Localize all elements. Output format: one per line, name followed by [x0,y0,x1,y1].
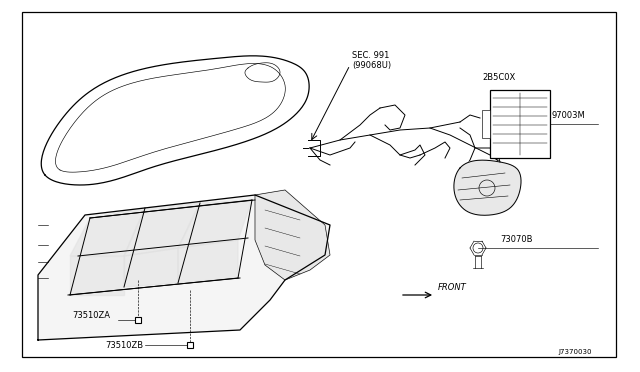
Polygon shape [255,190,330,280]
Polygon shape [41,56,309,185]
Text: 73510ZB: 73510ZB [105,340,143,350]
Text: 97003M: 97003M [552,111,586,120]
Bar [490,90,550,158]
Polygon shape [454,160,521,215]
Text: 2B5C0X: 2B5C0X [482,73,515,82]
Text: 73070B: 73070B [500,235,532,244]
Polygon shape [38,195,330,340]
Text: J7370030: J7370030 [558,349,591,355]
Polygon shape [124,203,200,256]
Text: FRONT: FRONT [438,283,467,292]
Text: 73510ZA: 73510ZA [72,311,110,321]
Bar [482,110,490,138]
Polygon shape [70,208,145,256]
Polygon shape [70,256,124,295]
Polygon shape [178,200,252,248]
Polygon shape [178,240,238,283]
Text: SEC. 991: SEC. 991 [352,51,389,60]
Polygon shape [124,248,178,287]
Text: (99068U): (99068U) [352,61,391,70]
